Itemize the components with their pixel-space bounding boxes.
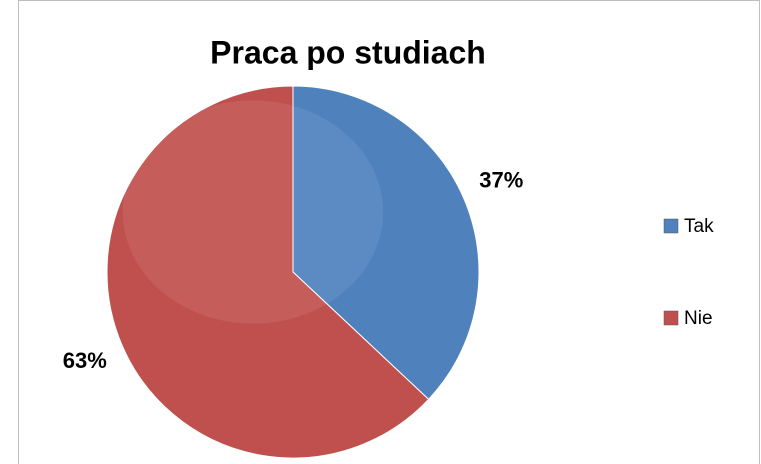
pie-slice <box>292 85 480 401</box>
chart-title: Praca po studiach <box>210 34 486 70</box>
legend-swatch <box>663 218 679 234</box>
data-label: 37% <box>479 168 523 193</box>
legend-label: Tak <box>684 216 714 237</box>
pie-highlight <box>122 100 384 324</box>
legend-label: Nie <box>684 308 713 329</box>
legend-swatch <box>663 310 679 326</box>
data-label: 63% <box>63 348 107 373</box>
pie-slice <box>106 85 430 459</box>
